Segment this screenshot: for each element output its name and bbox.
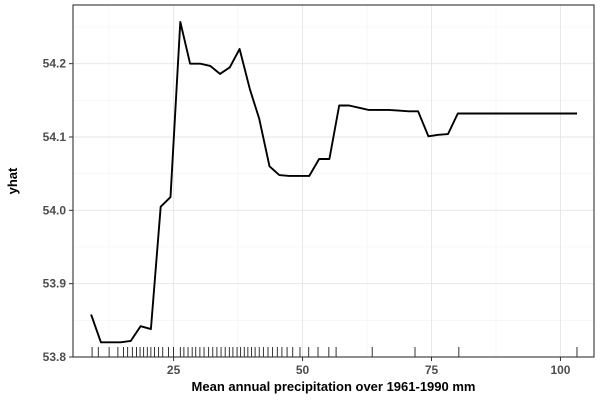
series-line xyxy=(90,20,577,344)
panel-border xyxy=(72,4,595,358)
rug-marks xyxy=(91,347,578,357)
axis-ticks: 25 50 75 100 53.8 53.9 54.0 54.1 54.2 xyxy=(43,57,571,377)
y-tick-label: 54.0 xyxy=(43,203,67,217)
panel-background xyxy=(73,5,594,357)
x-tick-label: 50 xyxy=(296,363,310,377)
x-tick-label: 100 xyxy=(550,363,570,377)
x-tick-label: 75 xyxy=(425,363,439,377)
x-tick-label: 25 xyxy=(167,363,181,377)
y-tick-label: 54.1 xyxy=(43,130,67,144)
y-axis-title: yhat xyxy=(5,167,20,194)
series-lines xyxy=(90,20,577,344)
y-tick-label: 53.9 xyxy=(43,277,67,291)
y-tick-label: 54.2 xyxy=(43,57,67,71)
x-axis-title: Mean annual precipitation over 1961-1990… xyxy=(192,379,476,394)
y-tick-label: 53.8 xyxy=(43,350,67,364)
